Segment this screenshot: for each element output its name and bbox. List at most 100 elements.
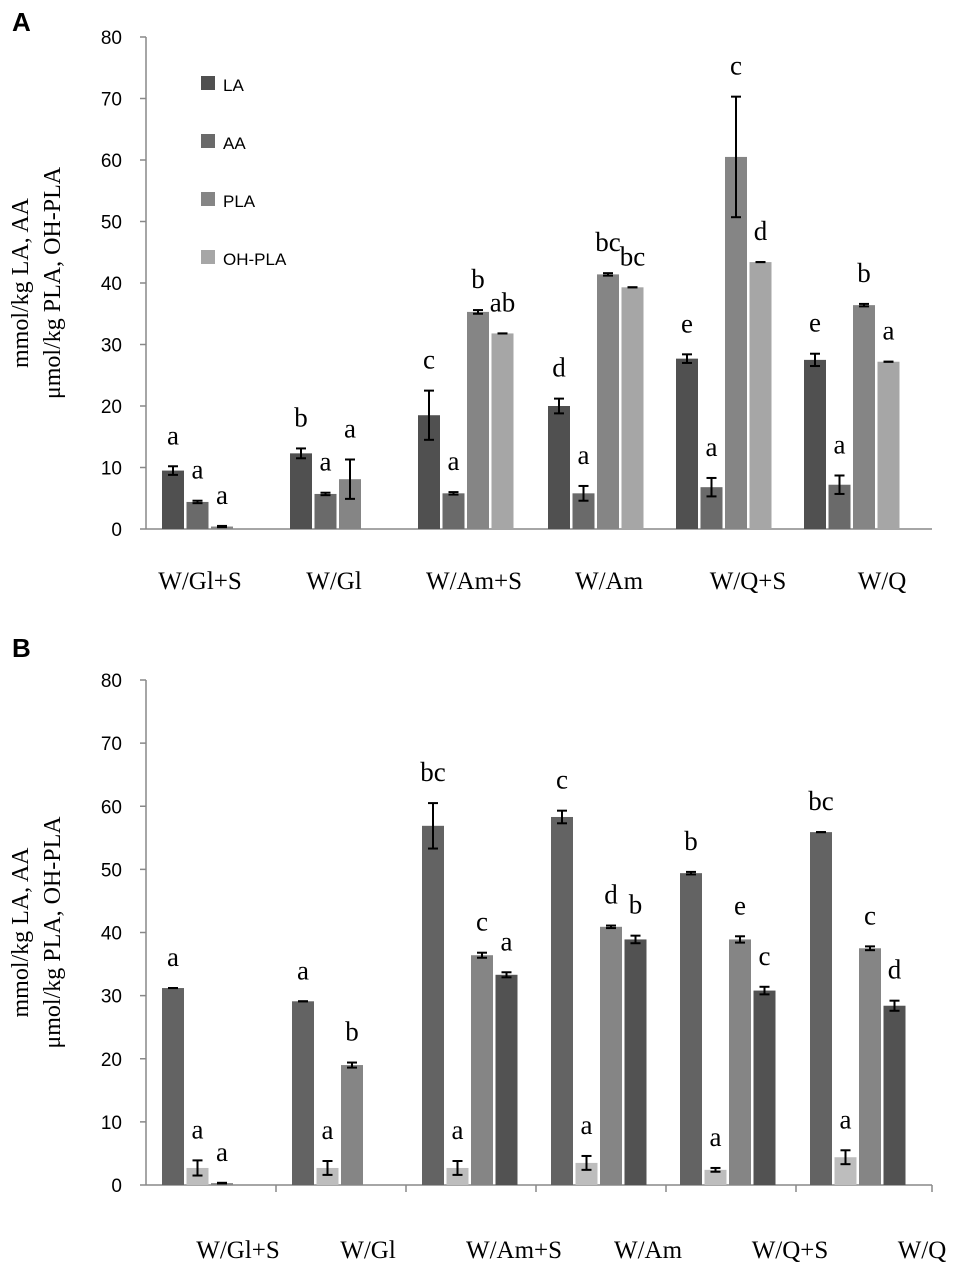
panel-a: A 0 10 20 30 40 50 60 70 80 mmol/kg LA, AA μmol/kg … — [8, 7, 932, 595]
bar — [704, 1169, 727, 1185]
significance-label: a — [192, 455, 204, 485]
bar — [442, 493, 465, 529]
significance-label: a — [192, 1114, 204, 1144]
significance-label: a — [448, 446, 460, 476]
y-tick-label: 60 — [101, 151, 122, 172]
significance-label: a — [344, 414, 356, 444]
significance-label: a — [322, 1115, 334, 1145]
y-tick-label: 50 — [101, 213, 122, 234]
x-category-label: W/Q — [898, 1237, 947, 1264]
significance-label: bc — [595, 227, 621, 257]
y-axis-label-line-2: μmol/kg PLA, OH-PLA — [40, 816, 66, 1049]
significance-label: d — [754, 216, 768, 246]
significance-label: b — [345, 1017, 359, 1047]
bar — [314, 493, 337, 529]
y-tick-label: 30 — [101, 336, 122, 357]
significance-label: a — [167, 420, 179, 450]
significance-label: d — [604, 880, 618, 910]
bar — [491, 333, 514, 529]
significance-label: e — [734, 890, 746, 920]
y-tick-label: 20 — [101, 397, 122, 418]
y-axis-label-line-1: mmol/kg LA, AA — [8, 197, 34, 368]
bar — [834, 1157, 857, 1185]
bar — [495, 974, 518, 1185]
bar — [446, 1167, 469, 1185]
y-tick-label: 0 — [111, 520, 122, 541]
bar — [621, 287, 644, 529]
significance-label: b — [294, 402, 308, 432]
legend-swatch — [201, 134, 215, 148]
y-tick-label: 10 — [101, 459, 122, 480]
bar — [725, 156, 747, 530]
significance-label: c — [423, 345, 435, 375]
significance-label: ab — [490, 287, 515, 317]
bar — [680, 873, 702, 1185]
bar — [624, 939, 647, 1185]
x-category-label: W/Gl+S — [158, 568, 242, 595]
significance-label: a — [501, 926, 513, 956]
significance-label: d — [552, 353, 566, 383]
significance-label: e — [809, 308, 821, 338]
significance-label: b — [629, 890, 643, 920]
bar — [810, 832, 832, 1185]
bar — [575, 1162, 598, 1185]
significance-label: e — [681, 308, 693, 338]
bar — [828, 484, 851, 529]
x-category-label: W/Am+S — [466, 1237, 562, 1264]
significance-label: b — [857, 258, 871, 288]
bar — [749, 262, 772, 529]
significance-label: c — [476, 907, 488, 937]
bar — [548, 406, 570, 529]
x-category-label: W/Q+S — [710, 568, 787, 595]
bar — [676, 358, 698, 529]
significance-label: c — [864, 900, 876, 930]
bar — [877, 361, 900, 529]
y-tick-label: 40 — [101, 274, 122, 295]
x-category-label: W/Am+S — [426, 568, 522, 595]
legend-label: LA — [223, 76, 244, 95]
bar — [186, 501, 209, 529]
significance-label: bc — [420, 757, 446, 787]
significance-label: a — [297, 955, 309, 985]
y-tick-label: 0 — [111, 1176, 122, 1197]
significance-label: bc — [808, 786, 834, 816]
panel-letter: B — [12, 633, 31, 663]
legend-label: PLA — [223, 192, 256, 211]
bar — [292, 1001, 314, 1185]
x-category-label: W/Am — [614, 1237, 683, 1264]
significance-label: bc — [620, 241, 646, 271]
significance-label: c — [759, 941, 771, 971]
significance-label: d — [888, 955, 902, 985]
bar — [341, 1065, 363, 1185]
y-tick-label: 10 — [101, 1113, 122, 1134]
panel-b: B 0 10 20 30 40 50 60 70 80 mmol/kg LA, AA μmol/kg … — [8, 633, 946, 1264]
y-tick-label: 70 — [101, 90, 122, 111]
bar — [422, 825, 444, 1185]
significance-label: c — [556, 765, 568, 795]
bar — [804, 359, 826, 529]
significance-label: a — [834, 429, 846, 459]
y-tick-label: 70 — [101, 734, 122, 755]
bar — [418, 415, 440, 529]
bar — [316, 1167, 339, 1185]
legend-swatch — [201, 76, 215, 90]
bar — [853, 305, 875, 529]
y-tick-label: 60 — [101, 797, 122, 818]
legend-swatch — [201, 250, 215, 264]
bar — [729, 939, 751, 1185]
significance-label: a — [883, 316, 895, 346]
y-axis-label-line-2: μmol/kg PLA, OH-PLA — [40, 166, 66, 399]
significance-label: a — [710, 1122, 722, 1152]
x-category-label: W/Q — [858, 568, 907, 595]
bar — [572, 493, 595, 529]
y-tick-label: 50 — [101, 860, 122, 881]
significance-label: a — [320, 447, 332, 477]
y-tick-label: 80 — [101, 28, 122, 49]
y-axis-label-line-1: mmol/kg LA, AA — [8, 847, 34, 1018]
x-category-label: W/Gl+S — [196, 1237, 280, 1264]
y-tick-label: 30 — [101, 987, 122, 1008]
x-category-label: W/Gl — [340, 1237, 396, 1264]
legend-label: OH-PLA — [223, 250, 287, 269]
bar — [597, 274, 619, 529]
